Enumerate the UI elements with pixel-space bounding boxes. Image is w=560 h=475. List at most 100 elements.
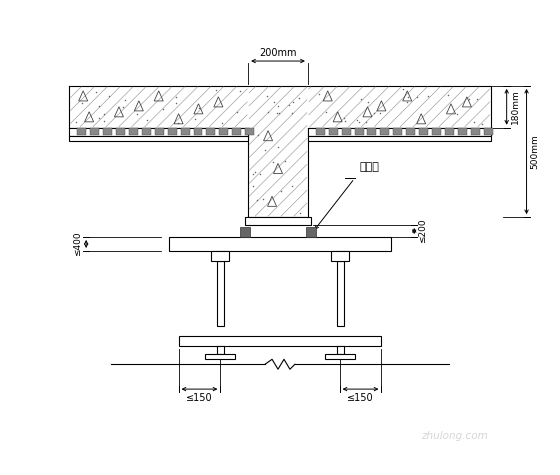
Point	[287, 110, 296, 117]
Point	[295, 94, 304, 102]
Text: ≤150: ≤150	[347, 393, 374, 403]
Bar	[458, 128, 467, 135]
Bar	[167, 128, 176, 135]
Point	[356, 95, 365, 102]
Point	[469, 118, 478, 126]
Bar	[406, 128, 415, 135]
Bar	[308, 135, 491, 141]
Bar	[142, 128, 151, 135]
Point	[285, 101, 294, 109]
Point	[251, 168, 260, 176]
Point	[465, 95, 474, 103]
Bar	[342, 128, 351, 135]
Point	[218, 119, 227, 127]
Text: ≤400: ≤400	[73, 232, 82, 256]
Point	[287, 182, 296, 190]
Point	[270, 98, 279, 106]
Point	[453, 110, 462, 117]
Bar	[69, 135, 248, 141]
Point	[364, 98, 373, 106]
Point	[273, 143, 282, 151]
Point	[118, 103, 127, 111]
Bar	[129, 128, 138, 135]
Text: 180mm: 180mm	[511, 89, 520, 124]
Point	[322, 108, 331, 115]
Point	[314, 90, 323, 97]
Point	[78, 100, 87, 107]
Bar	[179, 336, 381, 346]
Bar	[90, 128, 99, 135]
Point	[174, 120, 183, 127]
Bar	[354, 128, 363, 135]
Bar	[329, 128, 338, 135]
Text: 200mm: 200mm	[259, 48, 297, 58]
Point	[478, 121, 487, 128]
Bar	[306, 227, 316, 237]
Bar	[325, 354, 354, 359]
Point	[248, 171, 257, 178]
Point	[105, 92, 114, 100]
Point	[236, 87, 245, 95]
Text: zhulong.com: zhulong.com	[421, 431, 487, 441]
Point	[95, 114, 104, 121]
Point	[259, 195, 268, 203]
Point	[232, 108, 241, 115]
Point	[190, 115, 199, 123]
Bar	[116, 128, 125, 135]
Bar	[220, 128, 228, 135]
Bar	[217, 346, 225, 354]
Point	[398, 86, 407, 93]
Bar	[367, 128, 376, 135]
Point	[158, 105, 167, 113]
Point	[194, 104, 203, 112]
Point	[99, 110, 108, 117]
Point	[354, 119, 363, 126]
Bar	[380, 128, 389, 135]
Point	[296, 209, 305, 217]
Bar	[308, 128, 491, 135]
Point	[370, 109, 379, 117]
Point	[253, 197, 262, 204]
Bar	[212, 251, 229, 261]
Bar	[471, 128, 480, 135]
Point	[100, 117, 109, 125]
Bar	[337, 346, 344, 354]
Bar	[393, 128, 402, 135]
Bar	[484, 128, 493, 135]
Point	[142, 116, 151, 124]
Point	[423, 92, 432, 100]
Text: ≤150: ≤150	[186, 393, 213, 403]
Point	[352, 116, 361, 124]
Bar	[155, 128, 164, 135]
Point	[262, 92, 271, 100]
Point	[269, 158, 278, 166]
Point	[264, 108, 273, 115]
Text: 步步紧: 步步紧	[360, 162, 380, 172]
Point	[403, 98, 412, 105]
Point	[362, 118, 371, 126]
Point	[255, 170, 264, 178]
Bar	[240, 227, 250, 237]
Point	[120, 96, 129, 104]
Bar	[207, 128, 216, 135]
Point	[275, 109, 284, 117]
Point	[95, 103, 104, 110]
Point	[171, 93, 180, 100]
Point	[92, 88, 101, 96]
Bar	[316, 128, 325, 135]
Point	[281, 157, 290, 164]
Text: 500mm: 500mm	[530, 134, 539, 169]
Point	[444, 92, 452, 99]
Point	[277, 187, 286, 195]
Point	[403, 93, 412, 101]
Bar	[445, 128, 454, 135]
Point	[71, 119, 80, 126]
Point	[212, 86, 221, 94]
Bar	[245, 128, 254, 135]
Point	[272, 109, 281, 117]
Point	[288, 98, 297, 106]
Point	[341, 117, 350, 124]
Point	[274, 103, 283, 110]
Bar	[419, 128, 428, 135]
Point	[473, 95, 482, 103]
